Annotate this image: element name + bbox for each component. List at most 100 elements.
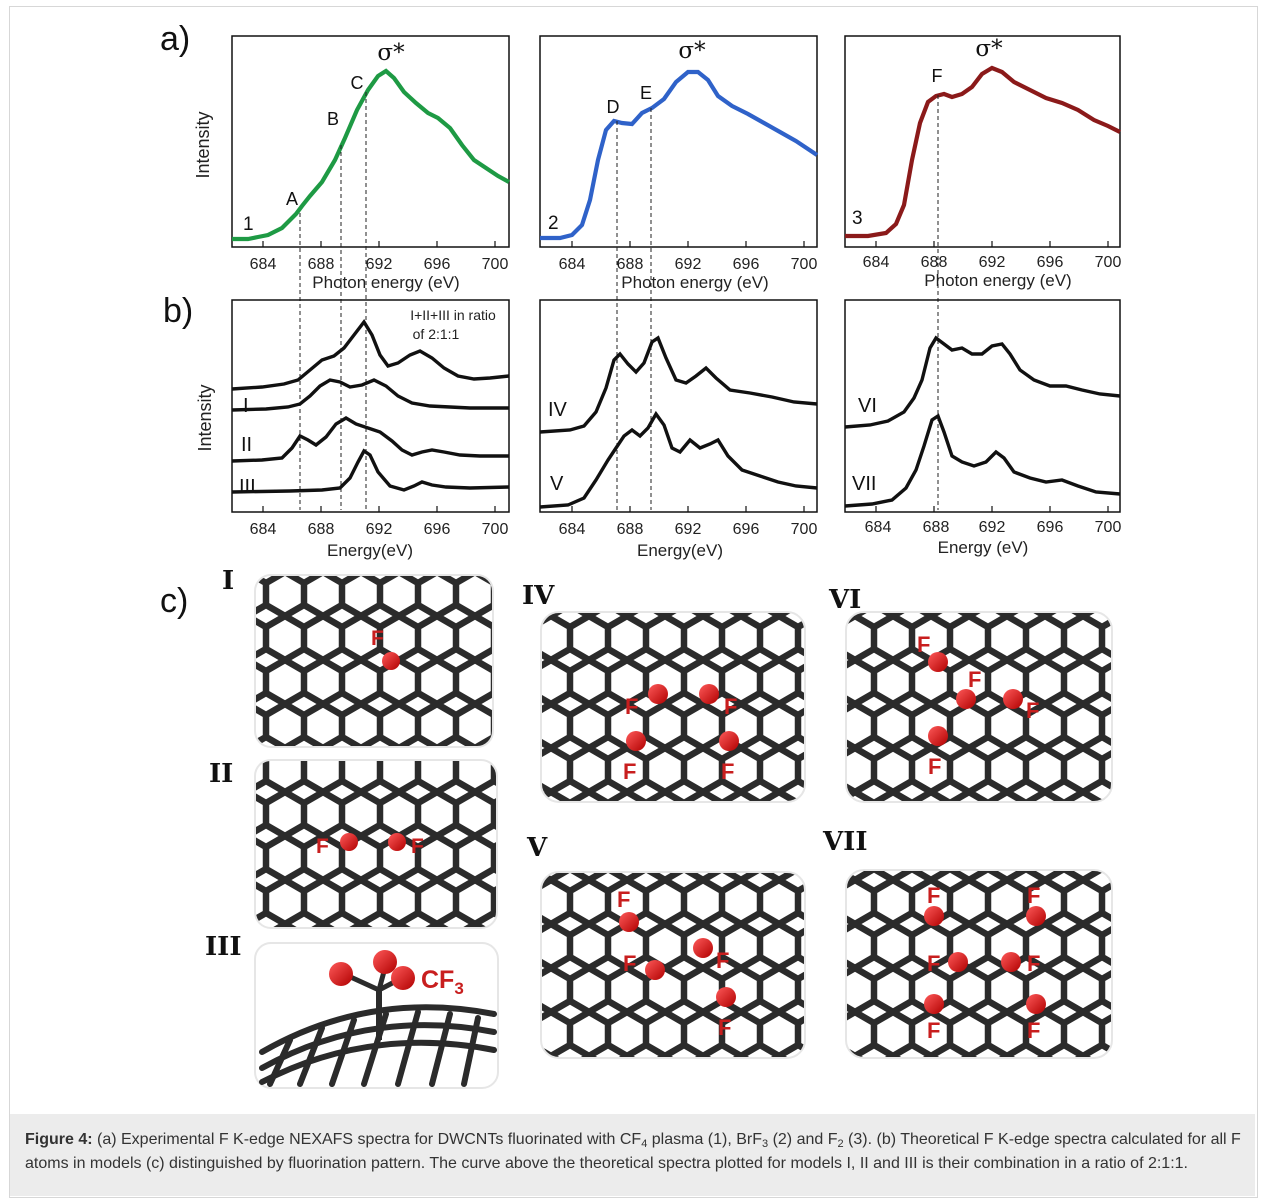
x-axis-label-a1: Photon energy (eV) <box>312 273 459 292</box>
fluorine-label: F <box>928 754 941 779</box>
fluorine-atom <box>382 652 400 670</box>
fluorine-atom <box>719 731 739 751</box>
tick-label: 688 <box>308 256 335 273</box>
peak-label-D: D <box>607 97 620 117</box>
model-title-V: V <box>526 833 548 863</box>
curve-III <box>231 448 510 494</box>
fluorine-label: F <box>411 835 424 858</box>
panel-a1-frame <box>231 35 510 248</box>
panel-a: 684 688 692 696 700 684 688 692 696 700 … <box>193 35 1122 510</box>
tick-label: 700 <box>791 521 818 538</box>
panel-letter-b: b) <box>163 292 193 330</box>
curve-a1 <box>232 68 511 242</box>
tick-label: 688 <box>617 256 644 273</box>
tick-label: 692 <box>366 256 393 273</box>
fluorine-label: F <box>623 759 636 784</box>
peak-label-B: B <box>327 109 339 129</box>
fluorine-atom <box>699 684 719 704</box>
tick-label: 700 <box>482 521 509 538</box>
fluorine-atom <box>645 960 665 980</box>
fluorine-label: F <box>1026 698 1039 723</box>
fluorine-atom <box>716 987 736 1007</box>
fluorine-atom <box>391 966 415 990</box>
tick-label: 692 <box>366 521 393 538</box>
fluorine-atom <box>924 906 944 926</box>
caption-text: (3). (b) Theoretical F K-edge spectra ca… <box>25 1131 1241 1172</box>
cf3-label: CF3 <box>421 966 464 998</box>
caption-sub: 3 <box>762 1138 769 1150</box>
fluorine-atom <box>340 833 358 851</box>
model-III-tile: CF3 <box>254 942 499 1089</box>
fluorine-atom <box>388 833 406 851</box>
curve-VI <box>844 335 1121 429</box>
curve-a3 <box>845 65 1121 239</box>
tick-label: 684 <box>559 256 586 273</box>
tick-label: 688 <box>617 521 644 538</box>
fluorine-label: F <box>927 1018 940 1043</box>
fluorine-label: F <box>927 883 940 908</box>
model-title-VII: VII <box>822 827 868 857</box>
tick-label: 700 <box>791 256 818 273</box>
fluorine-label: F <box>716 948 729 973</box>
curve-VII <box>844 413 1121 508</box>
figure-caption: Figure 4: (a) Experimental F K-edge NEXA… <box>10 1114 1255 1196</box>
fluorine-label: F <box>724 694 737 719</box>
fluorine-atom <box>956 689 976 709</box>
sample-number-1: 1 <box>243 214 254 235</box>
model-label-II: II <box>241 434 252 456</box>
model-II-tile: F F <box>254 759 498 929</box>
panel-a2-frame <box>539 35 818 248</box>
x-axis-label-b1: Energy(eV) <box>327 541 413 560</box>
curve-a2 <box>540 69 819 241</box>
model-title-III: III <box>205 932 242 962</box>
model-title-II: II <box>209 759 233 789</box>
tick-label: 692 <box>979 254 1006 271</box>
tick-label: 696 <box>1037 254 1064 271</box>
tick-label: 700 <box>1095 254 1122 271</box>
model-label-I: I <box>243 395 249 417</box>
fluorine-label: F <box>316 835 329 858</box>
fluorine-atom <box>648 684 668 704</box>
panel-c: I II III IV V VI VII F F F <box>205 566 1113 1089</box>
curve-II <box>231 416 509 463</box>
fluorine-label: F <box>968 667 981 692</box>
model-label-VII: VII <box>852 473 876 495</box>
fluorine-label: F <box>617 887 630 912</box>
model-I-tile: F <box>254 574 494 748</box>
fluorine-atom <box>329 962 353 986</box>
tick-label: 696 <box>424 256 451 273</box>
tick-label: 684 <box>250 256 277 273</box>
tick-label: 692 <box>675 256 702 273</box>
model-title-I: I <box>222 566 234 596</box>
panel-a3-frame <box>844 35 1121 248</box>
panel-b: 684 688 692 696 700 684 688 692 696 700 … <box>195 299 1122 560</box>
fluorine-atom <box>1026 906 1046 926</box>
model-V-tile: F F F F <box>540 871 806 1059</box>
panel-letter-c: c) <box>160 582 188 620</box>
curve-V <box>539 410 818 509</box>
curve-combo <box>231 319 510 391</box>
fluorine-atom <box>693 938 713 958</box>
fluorine-label: F <box>718 1015 731 1040</box>
sigma-star-a2: σ* <box>678 38 706 64</box>
fluorine-label: F <box>625 694 638 719</box>
curve-I <box>231 378 509 412</box>
tick-label: 696 <box>733 521 760 538</box>
tick-label: 700 <box>1095 519 1122 536</box>
caption-text: (a) Experimental F K-edge NEXAFS spectra… <box>92 1131 642 1148</box>
fluorine-atom <box>948 952 968 972</box>
combo-note: I+II+III in ratio <box>410 307 496 323</box>
tick-label: 688 <box>923 519 950 536</box>
x-axis-label-a2: Photon energy (eV) <box>621 273 768 292</box>
tick-label: 684 <box>865 519 892 536</box>
tick-label: 684 <box>250 521 277 538</box>
fluorine-label: F <box>1027 883 1040 908</box>
panel-a-ticks <box>262 241 1109 247</box>
peak-label-C: C <box>351 73 364 93</box>
nanotube-wall <box>259 1004 497 1087</box>
fluorine-atom <box>1003 689 1023 709</box>
model-label-VI: VI <box>858 395 877 417</box>
sigma-star-a1: σ* <box>377 40 405 66</box>
tick-label: 692 <box>675 521 702 538</box>
model-VII-tile: F F F F F F <box>845 869 1113 1059</box>
